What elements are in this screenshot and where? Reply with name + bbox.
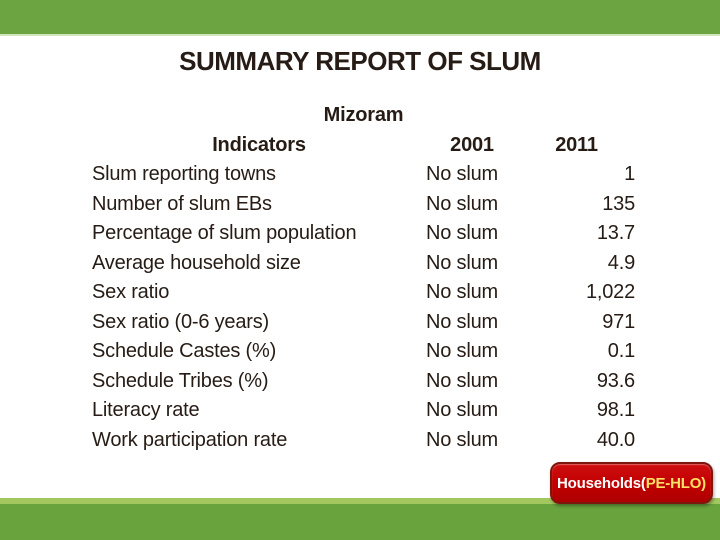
table-row: Schedule Castes (%) No slum 0.1 [92, 337, 635, 367]
indicator-cell: Average household size [92, 251, 301, 274]
value-2001-cell: No slum [426, 340, 498, 363]
page-title: SUMMARY REPORT OF SLUM [179, 46, 541, 76]
value-2011-cell: 40.0 [596, 428, 635, 451]
table-row: Number of slum EBs No slum 135 [92, 190, 635, 220]
value-2011-cell: 93.6 [596, 369, 635, 392]
table-row: Schedule Tribes (%) No slum 93.6 [92, 367, 635, 397]
indicator-cell: Schedule Castes (%) [92, 340, 277, 363]
value-2001-cell: No slum [426, 369, 498, 392]
value-2011-cell: 1 [624, 163, 635, 186]
bottom-light-green-strip [0, 498, 720, 504]
value-2011-cell: 13.7 [596, 222, 635, 245]
indicator-cell: Literacy rate [92, 399, 200, 422]
value-2001-cell: No slum [426, 192, 498, 215]
value-2001-cell: No slum [426, 251, 498, 274]
summary-table: Mizoram Indicators 2001 2011 Slum report… [92, 101, 635, 455]
value-2011-cell: 98.1 [596, 399, 635, 422]
indicator-cell: Sex ratio [92, 281, 170, 304]
table-row: Sex ratio No slum 1,022 [92, 278, 635, 308]
table-row: Slum reporting towns No slum 1 [92, 160, 635, 190]
value-2011-cell: 4.9 [607, 251, 635, 274]
badge-label-primary: Households( [557, 474, 646, 492]
value-2001-cell: No slum [426, 163, 498, 186]
table-row: Percentage of slum population No slum 13… [92, 219, 635, 249]
table-row: Work participation rate No slum 40.0 [92, 426, 635, 456]
top-green-bar [0, 0, 720, 36]
indicator-cell: Sex ratio (0-6 years) [92, 310, 269, 333]
value-2001-cell: No slum [426, 428, 498, 451]
value-2011-cell: 135 [602, 192, 635, 215]
households-badge[interactable]: Households(PE-HLO) [550, 462, 713, 504]
value-2011-cell: 0.1 [607, 340, 635, 363]
value-2011-cell: 1,022 [585, 281, 635, 304]
bottom-green-bar [0, 504, 720, 540]
value-2001-cell: No slum [426, 281, 498, 304]
table-row: Average household size No slum 4.9 [92, 249, 635, 279]
value-2001-cell: No slum [426, 399, 498, 422]
region-label: Mizoram [323, 104, 404, 126]
table-row: Literacy rate No slum 98.1 [92, 396, 635, 426]
value-2011-cell: 971 [602, 310, 635, 333]
header-2001: 2001 [450, 133, 494, 156]
value-2001-cell: No slum [426, 222, 498, 245]
indicator-cell: Number of slum EBs [92, 192, 272, 215]
header-indicators: Indicators [212, 133, 306, 156]
indicator-cell: Percentage of slum population [92, 222, 357, 245]
table-header-row: Indicators 2001 2011 [92, 131, 635, 161]
badge-label-secondary: PE-HLO) [645, 474, 706, 492]
indicator-cell: Work participation rate [92, 428, 288, 451]
value-2001-cell: No slum [426, 310, 498, 333]
header-2011: 2011 [555, 133, 598, 156]
indicator-cell: Schedule Tribes (%) [92, 369, 269, 392]
indicator-cell: Slum reporting towns [92, 163, 276, 186]
table-row: Sex ratio (0-6 years) No slum 971 [92, 308, 635, 338]
